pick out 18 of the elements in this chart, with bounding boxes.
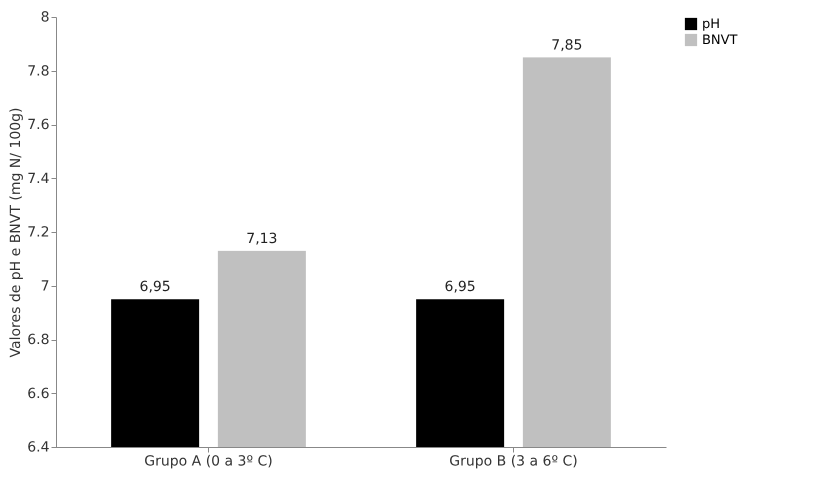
y-tick-label: 7.2 xyxy=(27,224,50,240)
x-tick-label: Grupo B (3 a 6º C) xyxy=(449,454,578,470)
y-tick-label: 8 xyxy=(40,10,50,26)
y-tick-label: 7 xyxy=(40,278,50,294)
y-tick-label: 6.8 xyxy=(27,332,50,348)
x-tick-label: Grupo A (0 a 3º C) xyxy=(144,454,273,470)
y-tick-label: 7.6 xyxy=(27,117,50,133)
y-tick-label: 7.8 xyxy=(27,63,50,80)
y-tick-label: 6.4 xyxy=(27,440,50,456)
y-tick-label: 6.6 xyxy=(27,386,50,402)
data-label: 6,95 xyxy=(444,279,476,296)
legend-label: BNVT xyxy=(702,33,738,48)
y-tick-label: 7.4 xyxy=(27,170,50,187)
data-label: 7,13 xyxy=(246,230,278,247)
data-label: 6,95 xyxy=(140,279,171,296)
legend-label: pH xyxy=(702,17,720,32)
y-axis-title: Valores de pH e BNVT (mg N/ 100g) xyxy=(8,107,24,358)
data-label: 7,85 xyxy=(551,37,582,54)
